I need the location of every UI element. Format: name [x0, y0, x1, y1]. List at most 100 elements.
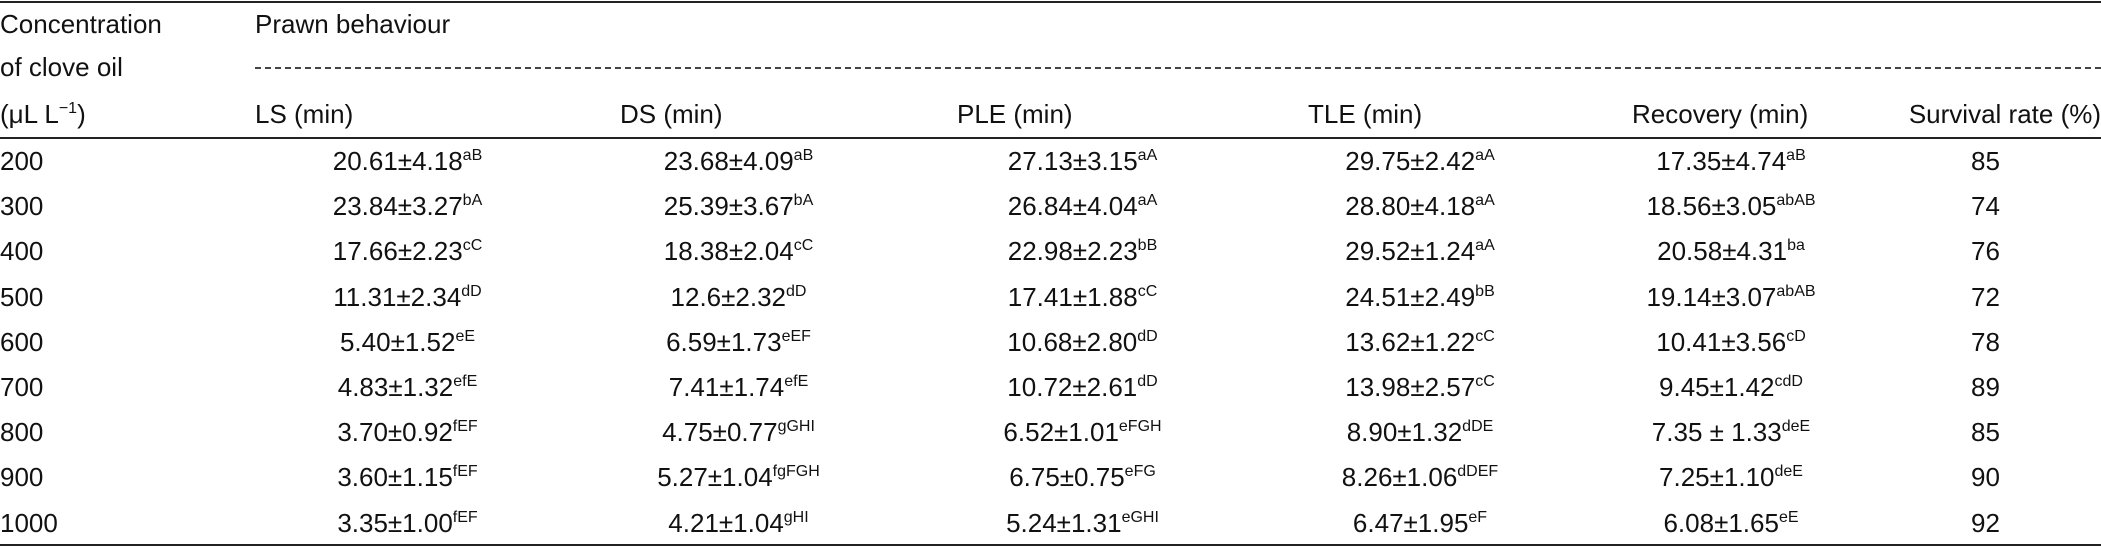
- cell-value: 4.83±1.32: [337, 372, 454, 402]
- cell-superscript: efE: [453, 373, 478, 390]
- cell-superscript: fgFGH: [772, 463, 820, 481]
- data-cell: 10.41±3.56cD: [1592, 320, 1870, 364]
- cell-value: 4.21±1.04: [668, 507, 784, 538]
- concentration: 1000: [0, 507, 58, 538]
- concentration: 200: [0, 146, 44, 176]
- data-cell: 22.98±2.23bB: [917, 229, 1248, 273]
- data-cell: 27.13±3.15aA: [917, 139, 1248, 183]
- cell-superscript: aA: [1137, 147, 1158, 164]
- cell-superscript: dDEF: [1457, 463, 1499, 481]
- survival-rate: 89: [1971, 372, 2000, 402]
- data-cell: 13.98±2.57cC: [1268, 365, 1572, 409]
- cell-superscript: bA: [462, 192, 483, 210]
- cell-superscript: cC: [462, 237, 483, 255]
- cell-value: 3.60±1.15: [337, 462, 453, 493]
- data-cell: 26.84±4.04aA: [917, 184, 1248, 228]
- column-header: Recovery (min): [1632, 99, 1809, 129]
- stub-unit-close: ): [77, 99, 86, 129]
- cell-value: 17.41±1.88: [1007, 281, 1138, 312]
- data-cell: 29.75±2.42aA: [1268, 139, 1572, 183]
- concentration: 600: [0, 326, 44, 357]
- data-cell: 17.41±1.88cC: [917, 275, 1248, 319]
- cell-value: 28.80±4.18: [1345, 191, 1476, 222]
- cell-superscript: dD: [1137, 373, 1158, 390]
- cell-superscript: ba: [1787, 237, 1805, 255]
- cell-superscript: abAB: [1776, 192, 1816, 210]
- cell-superscript: dD: [461, 282, 482, 300]
- cell-value: 10.72±2.61: [1007, 372, 1138, 402]
- cell-value: 29.52±1.24: [1345, 236, 1476, 267]
- data-cell: 10.72±2.61dD: [917, 365, 1248, 409]
- data-cell: 3.70±0.92fEF: [255, 410, 560, 454]
- data-cell: 17.35±4.74aB: [1592, 139, 1870, 183]
- concentration: 500: [0, 281, 44, 312]
- data-cell: 6.75±0.75eFG: [917, 455, 1248, 499]
- header-rule: [0, 137, 2101, 139]
- column-header: LS (min): [255, 99, 354, 129]
- cell-superscript: eF: [1468, 508, 1488, 526]
- cell-value: 17.35±4.74: [1656, 146, 1787, 176]
- cell-value: 18.38±2.04: [663, 236, 794, 267]
- data-cell: 3.35±1.00fEF: [255, 501, 560, 545]
- cell-value: 10.41±3.56: [1656, 326, 1787, 357]
- cell-value: 5.27±1.04: [657, 462, 773, 493]
- stub-header-line: Concentration: [0, 9, 162, 39]
- cell-value: 22.98±2.23: [1007, 236, 1138, 267]
- data-cell: 18.38±2.04cC: [580, 229, 897, 273]
- data-cell: 23.84±3.27bA: [255, 184, 560, 228]
- cell-superscript: eFGH: [1118, 418, 1162, 436]
- data-cell: 8.26±1.06dDEF: [1268, 455, 1572, 499]
- cell-superscript: aA: [1137, 192, 1158, 210]
- cell-superscript: gHI: [783, 508, 809, 526]
- data-cell: 4.75±0.77gGHI: [580, 410, 897, 454]
- cell-superscript: dD: [786, 282, 807, 300]
- cell-value: 23.68±4.09: [663, 146, 794, 176]
- data-cell: 23.68±4.09aB: [580, 139, 897, 183]
- data-cell: 5.24±1.31eGHI: [917, 501, 1248, 545]
- cell-value: 24.51±2.49: [1345, 281, 1476, 312]
- column-header: PLE (min): [957, 99, 1073, 129]
- cell-superscript: eE: [1778, 508, 1799, 526]
- data-cell: 12.6±2.32dD: [580, 275, 897, 319]
- data-cell: 7.41±1.74efE: [580, 365, 897, 409]
- survival-rate: 90: [1971, 462, 2000, 493]
- cell-value: 18.56±3.05: [1646, 191, 1777, 222]
- cell-superscript: aA: [1475, 147, 1495, 164]
- data-cell: 25.39±3.67bA: [580, 184, 897, 228]
- cell-superscript: eEF: [781, 327, 811, 345]
- data-cell: 6.52±1.01eFGH: [917, 410, 1248, 454]
- cell-superscript: aB: [1786, 147, 1806, 164]
- data-cell: 19.14±3.07abAB: [1592, 275, 1870, 319]
- cell-value: 26.84±4.04: [1007, 191, 1138, 222]
- group-divider: [255, 67, 2101, 69]
- cell-value: 7.35 ± 1.33: [1651, 417, 1782, 448]
- cell-superscript: eE: [455, 327, 476, 345]
- data-cell: 7.35 ± 1.33deE: [1592, 410, 1870, 454]
- data-cell: 13.62±1.22cC: [1268, 320, 1572, 364]
- cell-value: 20.61±4.18: [332, 146, 463, 176]
- data-cell: 9.45±1.42cdD: [1592, 365, 1870, 409]
- cell-value: 10.68±2.80: [1007, 326, 1138, 357]
- cell-superscript: efE: [784, 373, 809, 390]
- stub-unit: (μL L: [0, 99, 59, 129]
- data-cell: 6.08±1.65eE: [1592, 501, 1870, 545]
- data-cell: 18.56±3.05abAB: [1592, 184, 1870, 228]
- cell-value: 11.31±2.34: [333, 281, 462, 312]
- data-cell: 20.58±4.31ba: [1592, 229, 1870, 273]
- cell-superscript: aA: [1475, 192, 1495, 210]
- cell-superscript: bB: [1137, 237, 1158, 255]
- cell-superscript: cdD: [1774, 373, 1803, 390]
- cell-value: 6.08±1.65: [1663, 507, 1779, 538]
- cell-value: 8.26±1.06: [1341, 462, 1458, 493]
- survival-rate: 72: [1971, 281, 2000, 312]
- cell-value: 20.58±4.31: [1657, 236, 1788, 267]
- cell-superscript: cC: [793, 237, 814, 255]
- survival-rate: 78: [1971, 326, 2000, 357]
- stub-header-line: of clove oil: [0, 52, 123, 82]
- cell-value: 5.40±1.52: [339, 326, 456, 357]
- cell-superscript: fEF: [452, 508, 478, 526]
- cell-superscript: cC: [1137, 282, 1158, 300]
- survival-rate: 85: [1971, 417, 2000, 448]
- cell-value: 7.25±1.10: [1659, 462, 1775, 493]
